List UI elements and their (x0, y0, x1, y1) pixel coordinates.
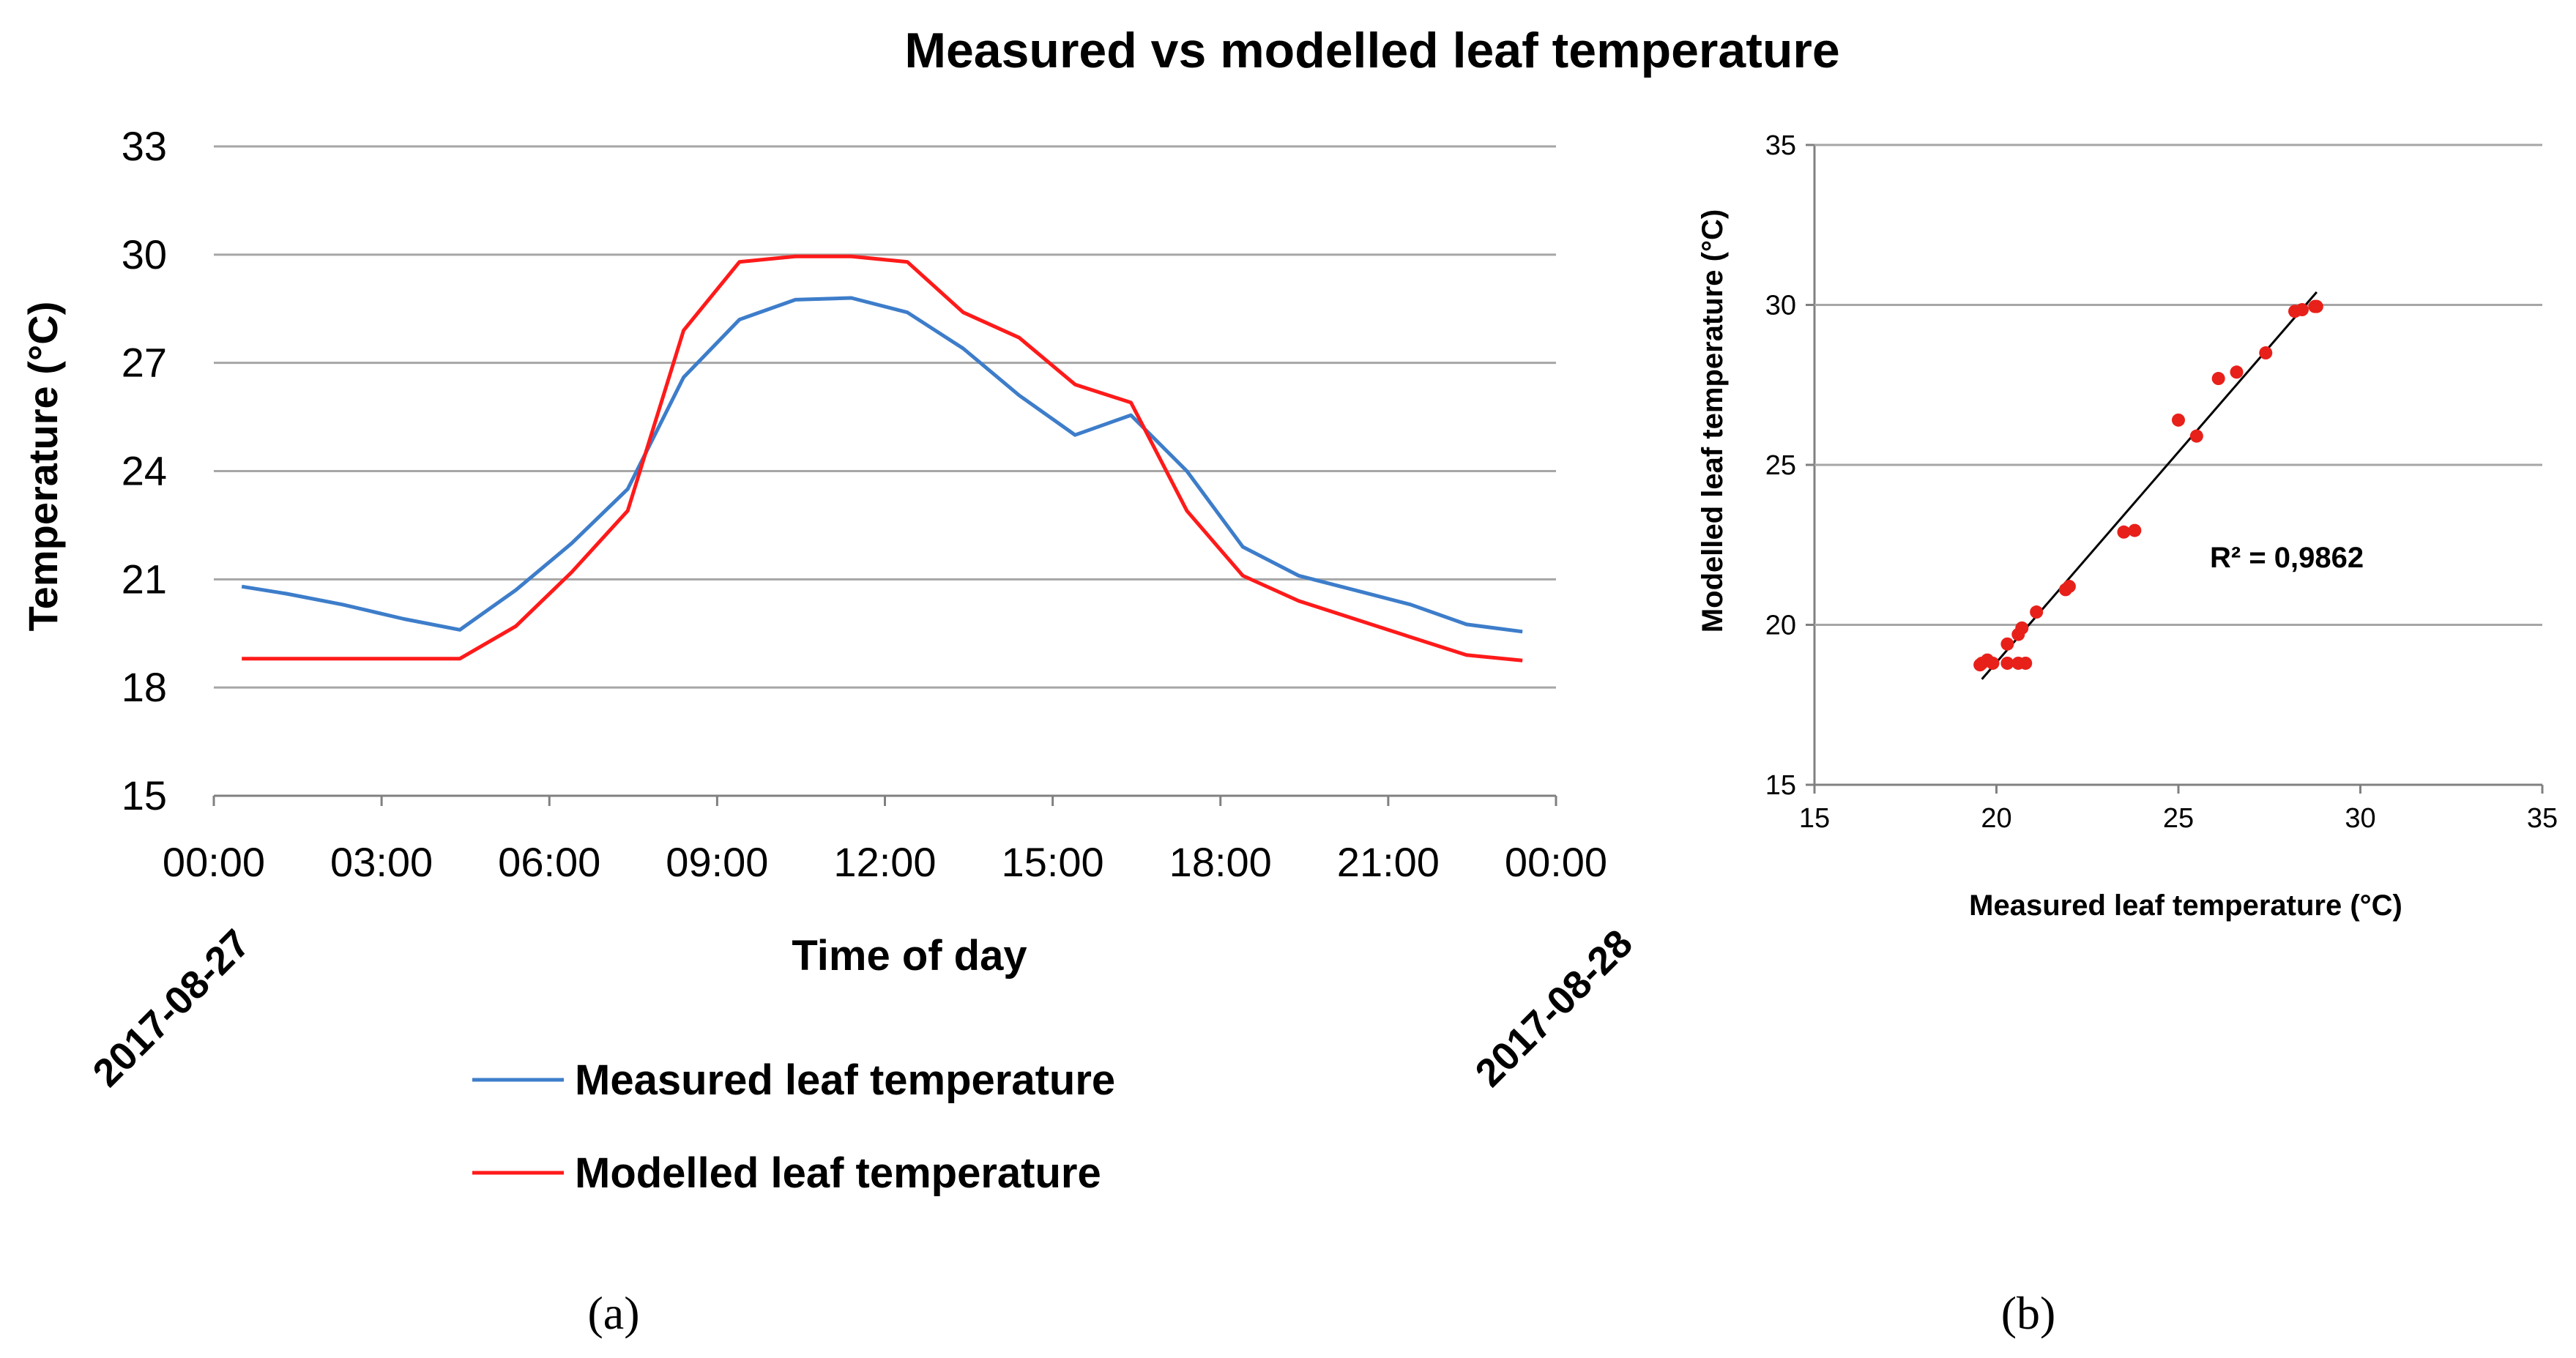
scatter-point-8 (2015, 621, 2029, 635)
y-tick-label-33: 33 (122, 123, 167, 169)
y-tick-label-21: 21 (122, 556, 167, 602)
scatter-chart-x-tick-labels: 15 20 25 30 35 (1799, 803, 2558, 834)
scatter-point-18 (2230, 365, 2244, 379)
scatter-x-tick-label-25: 25 (2163, 803, 2194, 834)
scatter-point-23 (2309, 299, 2323, 313)
scatter-point-13 (2117, 525, 2131, 539)
scatter-y-tick-label-20: 20 (1765, 611, 1796, 641)
scatter-point-21 (2295, 303, 2309, 317)
x-tick-label-7: 21:00 (1337, 839, 1440, 885)
scatter-x-tick-label-15: 15 (1799, 803, 1830, 834)
scatter-x-tick-label-30: 30 (2345, 803, 2375, 834)
series-line-measured (241, 296, 1523, 634)
scatter-x-tick-label-35: 35 (2527, 803, 2558, 834)
legend-label-modelled: Modelled leaf temperature (575, 1149, 1101, 1197)
line-chart-gridlines (214, 145, 1556, 689)
scatter-chart-points (1973, 299, 2323, 672)
series-line-modelled (242, 254, 1523, 663)
line-chart-legend: Measured leaf temperature Modelled leaf … (472, 1056, 1115, 1197)
figure-title: Measured vs modelled leaf temperature (904, 23, 1839, 78)
scatter-point-16 (2189, 429, 2203, 443)
scatter-point-14 (2128, 523, 2142, 537)
scatter-y-tick-label-30: 30 (1765, 291, 1796, 321)
scatter-y-tick-label-15: 15 (1765, 770, 1796, 801)
scatter-x-tick-label-20: 20 (1981, 803, 2011, 834)
scatter-chart-y-tick-labels: 15 20 25 30 35 (1765, 130, 1796, 801)
x-tick-label-2: 06:00 (498, 839, 600, 885)
y-tick-label-24: 24 (122, 448, 167, 494)
x-tick-label-5: 15:00 (1002, 839, 1104, 885)
x-tick-label-0: 00:00 (163, 839, 265, 885)
scatter-chart-y-axis-title: Modelled leaf temperature (°C) (1697, 209, 1729, 633)
scatter-chart-x-axis-title: Measured leaf temperature (°C) (1969, 889, 2402, 922)
scatter-point-17 (2211, 372, 2225, 386)
line-chart-x-tick-labels: 00:00 03:00 06:00 09:00 12:00 15:00 18:00 21:00… (163, 839, 1607, 885)
scatter-point-10 (2030, 605, 2044, 619)
x-tick-label-8: 00:00 (1505, 839, 1607, 885)
line-chart-y-tick-labels: 15 18 21 24 27 30 33 (122, 123, 167, 818)
scatter-point-5 (2000, 637, 2014, 651)
scatter-point-12 (2062, 580, 2076, 594)
scatter-y-tick-label-35: 35 (1765, 130, 1796, 161)
scatter-chart-panel-b: 15 20 25 30 35 15 20 25 30 35 R² = 0,9862 Modell… (1697, 130, 2558, 922)
x-tick-label-1: 03:00 (330, 839, 433, 885)
scatter-point-3 (1986, 656, 2000, 670)
line-chart-panel-a: 15 18 21 24 27 30 33 00:00 03:00 06:00 09:00 12:00… (20, 123, 1641, 1197)
line-chart-x-axis-title: Time of day (792, 932, 1027, 980)
scatter-chart-gridlines (1806, 143, 2544, 794)
date-label-0: 2017-08-27 (84, 921, 258, 1095)
scatter-point-4 (2000, 656, 2014, 670)
line-chart-series (241, 254, 1523, 663)
y-tick-label-30: 30 (122, 231, 167, 277)
line-chart-x-axis (212, 794, 1557, 806)
x-tick-label-6: 18:00 (1169, 839, 1272, 885)
y-tick-label-15: 15 (122, 772, 167, 818)
scatter-y-tick-label-25: 25 (1765, 450, 1796, 481)
legend-label-measured: Measured leaf temperature (575, 1056, 1115, 1104)
scatter-point-19 (2259, 346, 2273, 360)
scatter-point-9 (2019, 656, 2033, 670)
x-tick-label-4: 12:00 (833, 839, 936, 885)
panel-a-caption: (a) (587, 1287, 639, 1339)
date-label-1: 2017-08-28 (1467, 921, 1641, 1095)
x-tick-label-3: 09:00 (666, 839, 768, 885)
y-tick-label-27: 27 (122, 340, 167, 386)
panel-b-caption: (b) (2001, 1287, 2056, 1339)
scatter-chart-r-squared: R² = 0,9862 (2210, 542, 2364, 574)
scatter-point-15 (2172, 413, 2185, 427)
y-tick-label-18: 18 (122, 664, 167, 710)
line-chart-y-axis-title: Temperature (°C) (20, 302, 66, 632)
